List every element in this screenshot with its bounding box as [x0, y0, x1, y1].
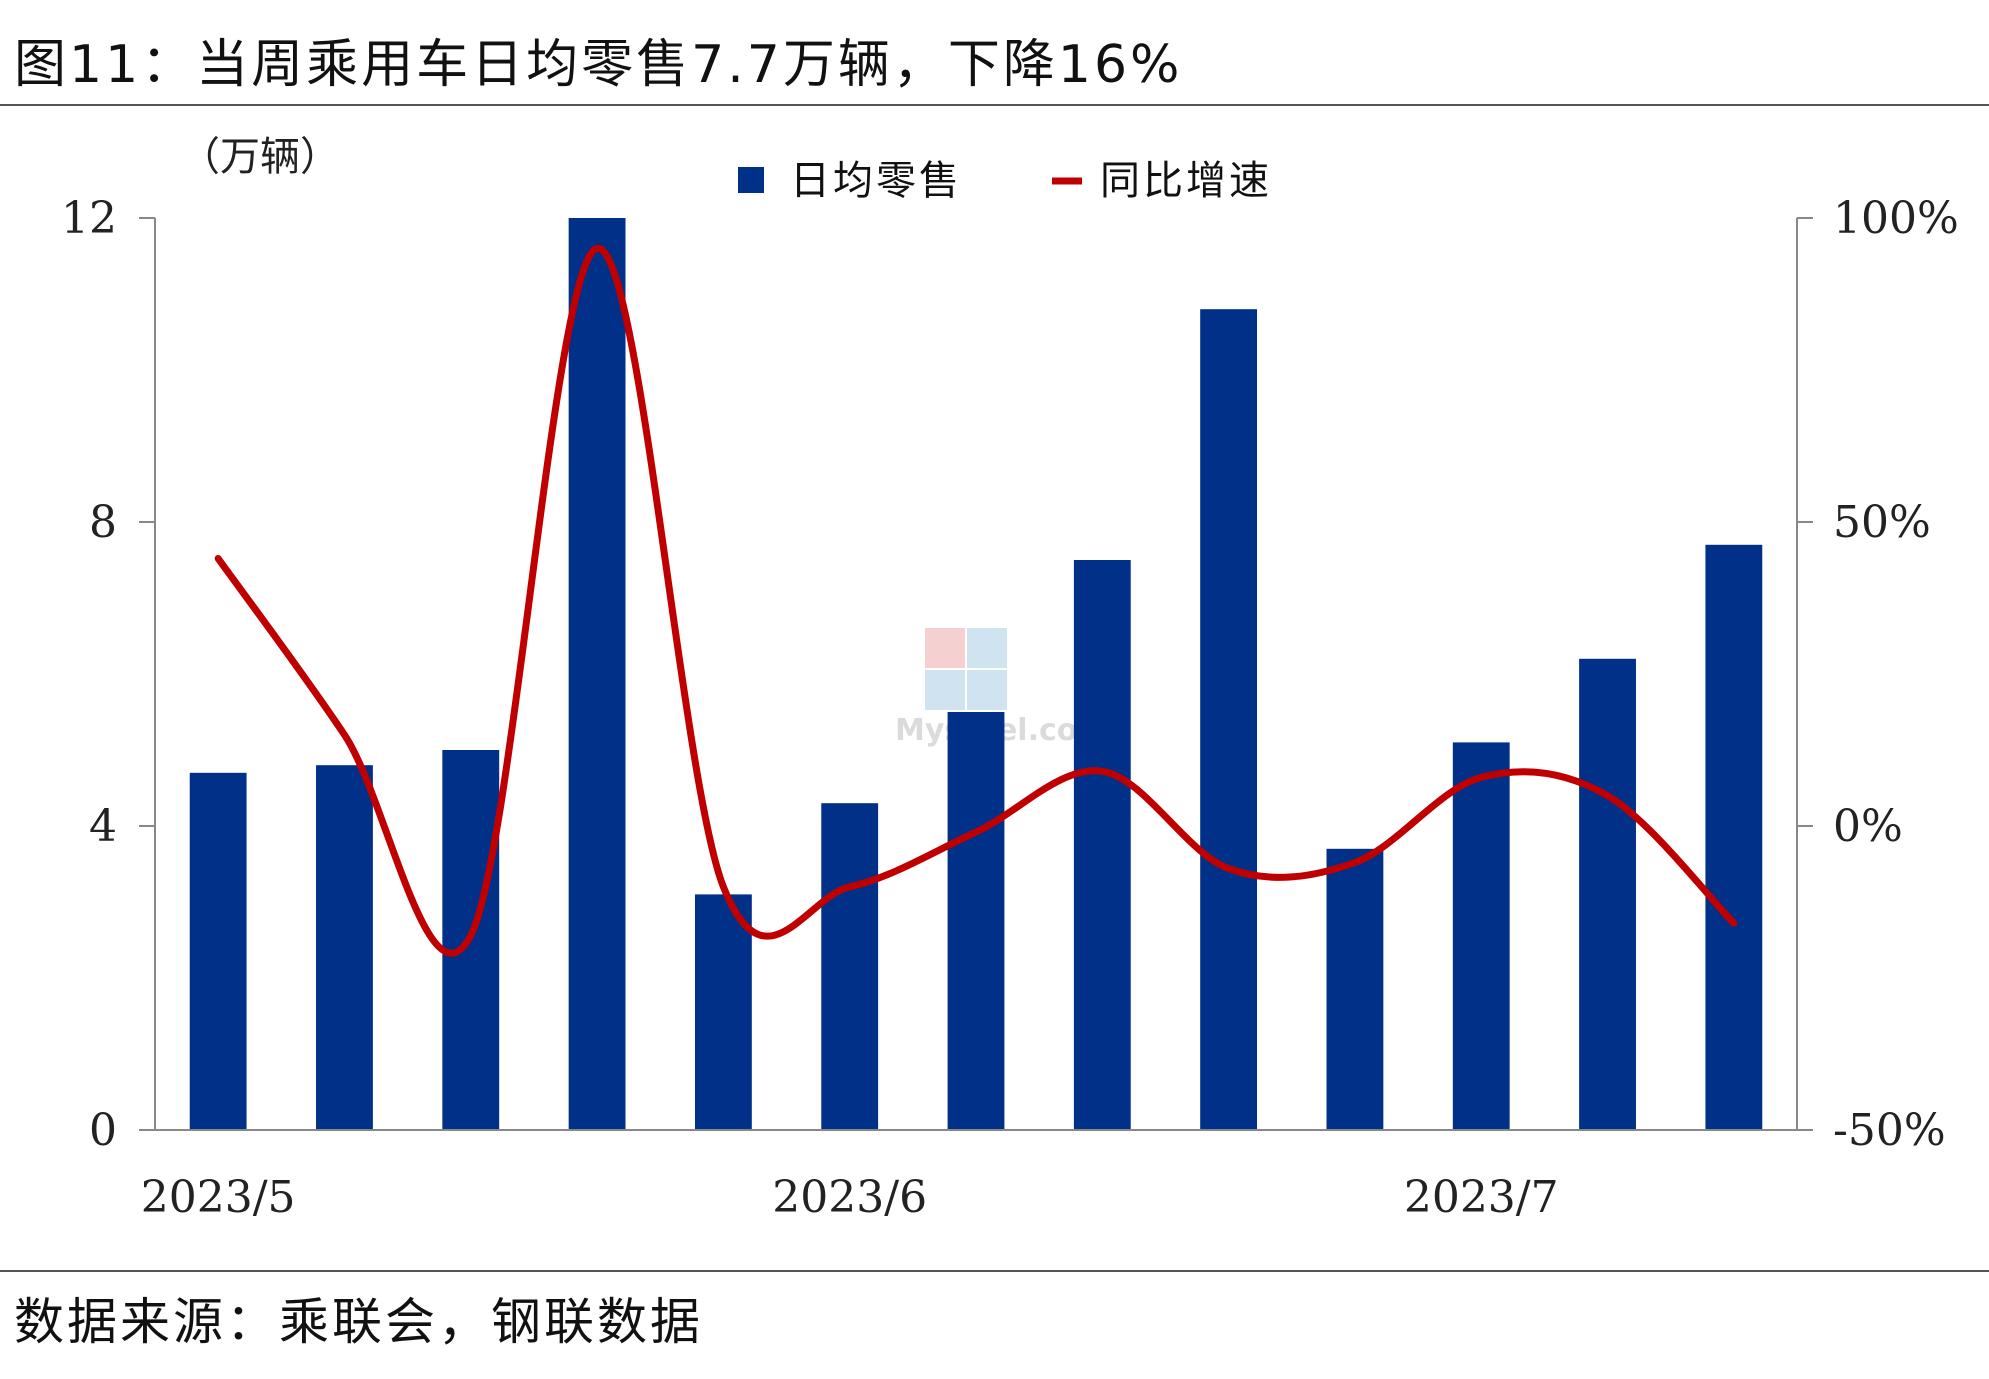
y-left-tick-2: 8 — [89, 497, 117, 548]
bar-7 — [1073, 560, 1131, 1130]
y-left-tick-3: 12 — [61, 193, 117, 244]
x-tick-0: 2023/5 — [141, 1172, 296, 1223]
y-left-tick-1: 4 — [89, 801, 117, 852]
top-divider — [0, 104, 1989, 106]
bar-4 — [694, 894, 752, 1130]
bar-11 — [1579, 658, 1636, 1130]
axes — [139, 217, 1813, 1131]
y-right-tick-0: -50% — [1833, 1105, 1946, 1156]
chart-title: 图11：当周乘用车日均零售7.7万辆，下降16% — [14, 35, 1183, 95]
y-right-tick-3: 100% — [1833, 193, 1959, 244]
bar-3 — [568, 218, 626, 1130]
bar-5 — [821, 803, 879, 1130]
y-right-tick-1: 0% — [1833, 801, 1903, 852]
legend-label-bar: 日均零售 — [790, 158, 962, 204]
bar-12 — [1705, 544, 1763, 1130]
bar-series — [189, 218, 1763, 1130]
source-note: 数据来源：乘联会，钢联数据 — [14, 1293, 703, 1351]
line-series — [214, 244, 1738, 957]
tick-labels: 0 4 8 12 -50% 0% 50% 100% 2023/5 2023/6 2023/7 — [61, 193, 1959, 1223]
x-tick-1: 2023/6 — [772, 1172, 927, 1223]
x-tick-2: 2023/7 — [1404, 1172, 1559, 1223]
bottom-divider — [0, 1270, 1989, 1272]
legend-label-line: 同比增速 — [1100, 158, 1272, 204]
bar-6 — [947, 712, 1005, 1130]
y-right-tick-2: 50% — [1833, 497, 1931, 548]
y-left-tick-0: 0 — [89, 1105, 117, 1156]
bar-1 — [316, 765, 373, 1130]
bar-0 — [189, 772, 247, 1130]
bar-9 — [1326, 848, 1384, 1130]
yoy-growth-line — [214, 244, 1738, 957]
bar-8 — [1200, 309, 1258, 1130]
legend: 日均零售 同比增速 — [738, 158, 1272, 204]
bar-10 — [1452, 742, 1510, 1130]
legend-bar-swatch — [738, 167, 764, 193]
y-unit-label: （万辆） — [180, 134, 340, 180]
